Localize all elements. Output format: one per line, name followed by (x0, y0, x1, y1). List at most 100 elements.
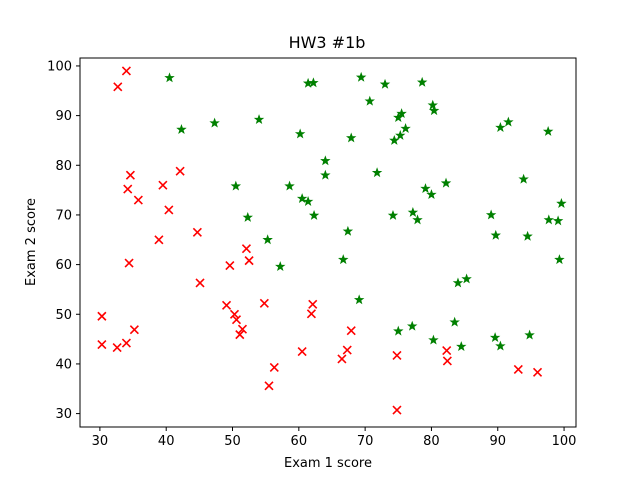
data-point-x-marker (225, 261, 235, 271)
data-point-x-marker (123, 184, 133, 194)
data-point-x-marker (513, 364, 523, 374)
data-point-star-marker (416, 76, 428, 87)
y-tick-label: 40 (55, 357, 72, 372)
data-point-star-marker (556, 198, 567, 208)
data-point-star-marker (554, 254, 565, 265)
data-point-x-marker (442, 345, 452, 356)
data-point-star-marker (230, 180, 242, 191)
data-point-star-marker (428, 105, 440, 116)
data-point-star-marker (543, 214, 555, 225)
data-point-star-marker (308, 209, 320, 220)
x-tick-label: 40 (158, 434, 175, 449)
data-point-x-marker (221, 300, 232, 310)
x-tick-label: 70 (357, 434, 374, 449)
x-axis-label: Exam 1 score (284, 456, 372, 471)
data-point-x-marker (97, 339, 107, 350)
data-point-star-marker (371, 167, 383, 178)
x-tick-label: 80 (423, 434, 440, 449)
data-point-x-marker (342, 345, 352, 355)
data-point-x-marker (392, 350, 402, 361)
y-tick-label: 100 (47, 59, 72, 74)
data-point-star-marker (428, 334, 439, 345)
data-point-star-marker (176, 124, 187, 134)
data-point-star-marker (262, 234, 273, 245)
y-tick-label: 70 (55, 208, 72, 223)
data-point-star-marker (294, 128, 306, 139)
data-point-star-marker (412, 214, 423, 225)
y-tick-label: 50 (55, 308, 72, 323)
data-point-star-marker (426, 189, 437, 200)
data-point-x-marker (125, 170, 135, 180)
y-tick-label: 60 (55, 258, 72, 273)
data-point-star-marker (353, 294, 365, 305)
data-point-x-marker (442, 356, 452, 366)
data-point-star-marker (209, 117, 220, 128)
chart-title: HW3 #1b (289, 33, 366, 52)
data-point-star-marker (503, 116, 514, 127)
data-point-star-marker (387, 209, 399, 220)
data-point-star-marker (452, 277, 464, 288)
y-tick-label: 80 (55, 159, 72, 174)
data-point-star-marker (522, 230, 533, 241)
data-point-x-marker (241, 244, 252, 254)
data-point-star-marker (407, 206, 419, 217)
data-point-star-marker (518, 173, 529, 184)
x-tick-label: 90 (489, 434, 506, 449)
data-point-x-marker (154, 235, 164, 245)
axis-ticks: 30 40 50 60 70 80 90 100 30 40 50 60 70 80 90 100 (47, 59, 576, 449)
data-point-star-marker (420, 183, 431, 194)
data-point-star-marker (485, 209, 497, 220)
y-axis-label: Exam 2 score (24, 198, 39, 286)
data-point-x-marker (195, 278, 205, 288)
data-point-x-marker (129, 325, 139, 335)
x-tick-label: 100 (552, 434, 577, 449)
data-point-x-marker (231, 315, 242, 325)
data-point-star-marker (338, 254, 349, 265)
data-point-x-marker (124, 258, 134, 268)
data-point-star-marker (524, 329, 535, 340)
data-point-x-marker (133, 195, 143, 205)
data-point-star-marker (396, 108, 407, 119)
y-tick-label: 30 (55, 407, 72, 422)
data-point-x-marker (158, 180, 168, 190)
plot-frame (79, 57, 577, 428)
data-point-x-marker (297, 346, 307, 357)
data-point-x-marker (121, 338, 131, 348)
data-point-star-marker (355, 71, 367, 82)
data-point-star-marker (490, 229, 501, 240)
data-point-star-marker (320, 169, 331, 180)
data-point-x-marker (264, 381, 274, 391)
x-tick-label: 30 (92, 434, 109, 449)
data-point-x-marker (308, 299, 318, 309)
data-point-star-marker (461, 273, 472, 284)
data-point-x-marker (235, 330, 245, 340)
data-point-star-marker (393, 325, 404, 336)
data-point-star-marker (449, 316, 460, 327)
data-point-star-marker (275, 261, 286, 272)
data-point-star-marker (342, 225, 354, 236)
data-point-star-marker (364, 95, 375, 106)
data-point-star-marker (552, 215, 564, 226)
data-point-star-marker (495, 340, 506, 351)
data-point-star-marker (456, 341, 467, 351)
data-point-star-marker (253, 114, 265, 125)
data-point-x-marker (164, 205, 174, 215)
data-point-x-marker (346, 326, 356, 336)
data-point-star-marker (389, 134, 400, 145)
data-point-star-marker (164, 72, 175, 83)
data-point-x-marker (259, 298, 269, 308)
data-point-x-marker (112, 342, 122, 353)
data-point-star-marker (495, 122, 506, 132)
data-point-star-marker (400, 123, 411, 133)
data-point-star-marker (542, 126, 554, 136)
data-point-x-marker (337, 354, 347, 364)
data-point-star-marker (489, 332, 501, 343)
y-tick-label: 90 (55, 109, 72, 124)
data-point-star-marker (242, 211, 253, 222)
data-point-x-marker (97, 311, 107, 321)
data-point-star-marker (395, 130, 406, 140)
data-point-x-marker (269, 362, 279, 372)
data-point-star-marker (345, 132, 357, 143)
data-point-x-marker (392, 405, 402, 415)
